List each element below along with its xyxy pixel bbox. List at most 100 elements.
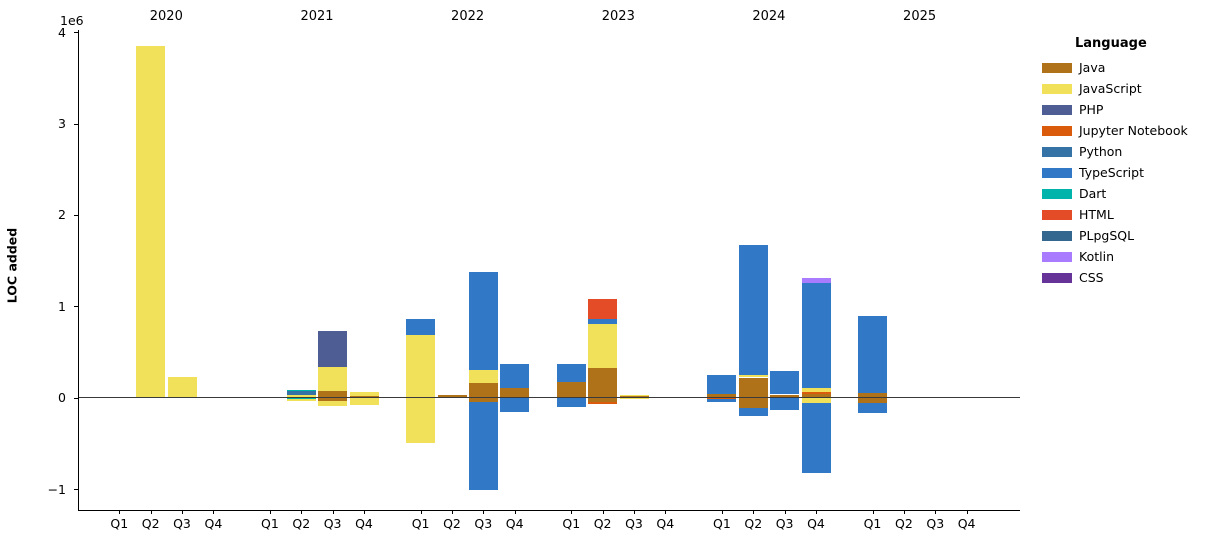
x-tick-label-quarter: Q3	[625, 516, 643, 531]
y-tick-mark	[74, 123, 78, 125]
legend-label: Kotlin	[1079, 249, 1114, 264]
bar-segment-typescript-negative	[770, 397, 800, 411]
y-tick-mark	[74, 306, 78, 308]
bar-segment-typescript-negative	[556, 397, 586, 407]
bar-segment-dart-negative	[286, 397, 316, 400]
bar-segment-java	[556, 382, 586, 398]
bar-segment-python	[286, 391, 316, 395]
year-label: 2020	[149, 9, 183, 24]
bar-segment-javascript-negative	[349, 398, 379, 406]
legend-label: HTML	[1079, 207, 1114, 222]
bar-segment-java	[619, 395, 649, 398]
legend-label: PHP	[1079, 102, 1104, 117]
legend-swatch-icon	[1042, 146, 1072, 157]
x-tick-mark	[872, 510, 874, 514]
y-tick-label: 3	[58, 116, 66, 131]
bar-segment-typescript-negative	[738, 407, 768, 416]
x-tick-label-quarter: Q2	[593, 516, 612, 531]
x-tick-mark	[269, 510, 271, 514]
year-label: 2021	[300, 9, 334, 24]
bar-segment-javascript	[406, 334, 436, 398]
y-axis-spine	[78, 30, 79, 510]
x-tick-mark	[634, 510, 635, 514]
bar-segment-javascript-negative	[801, 397, 831, 403]
bar-segment-javascript	[588, 323, 618, 368]
bar-segment-java	[770, 394, 800, 398]
bar-segment-java	[588, 367, 618, 398]
x-tick-mark	[119, 510, 121, 514]
bar-segment-typescript	[738, 245, 768, 375]
x-tick-label-quarter: Q1	[260, 516, 279, 531]
bar-segment-javascript	[619, 394, 649, 396]
x-tick-mark	[753, 510, 755, 514]
legend-label: Python	[1079, 144, 1123, 159]
bar-segment-java	[707, 393, 737, 398]
x-tick-label-quarter: Q1	[411, 516, 430, 531]
legend-swatch-icon	[1042, 125, 1072, 136]
x-tick-label-quarter: Q2	[141, 516, 160, 531]
legend-item-plpgsql: PLpgSQL	[1036, 225, 1206, 246]
bar-segment-dart	[286, 390, 316, 392]
bar-segment-typescript	[556, 363, 586, 383]
bar-segment-java-negative	[318, 397, 348, 402]
x-tick-mark	[966, 510, 968, 514]
bar-segment-javascript	[468, 370, 498, 384]
legend-item-kotlin: Kotlin	[1036, 246, 1206, 267]
bar-segment-html	[588, 299, 618, 320]
bar-segment-java-negative	[588, 397, 618, 403]
x-tick-label-quarter: Q1	[562, 516, 581, 531]
bar-segment-typescript	[500, 363, 530, 388]
y-tick-label: −1	[47, 481, 66, 497]
bar-segment-java	[801, 394, 831, 398]
legend-label: Java	[1079, 60, 1106, 75]
x-axis-spine	[78, 510, 1020, 511]
x-tick-label-quarter: Q4	[656, 516, 675, 531]
x-tick-mark	[665, 510, 667, 514]
x-tick-mark	[571, 510, 573, 514]
legend-item-javascript: JavaScript	[1036, 78, 1206, 99]
x-tick-mark	[935, 510, 937, 514]
bar-segment-php	[318, 331, 348, 367]
legend-label: PLpgSQL	[1079, 228, 1135, 243]
bar-segment-typescript	[858, 316, 887, 393]
bar-segment-javascript-negative	[619, 397, 649, 399]
bar-segment-jupyter-notebook-negative	[707, 397, 737, 400]
year-label: 2024	[752, 9, 786, 24]
bar-segment-typescript-negative	[801, 402, 831, 474]
bar-segment-javascript	[801, 388, 831, 393]
legend-item-jupyter-notebook: Jupyter Notebook	[1036, 120, 1206, 141]
bar-segment-java	[858, 392, 887, 398]
bar-segment-typescript-negative	[858, 403, 887, 414]
bar-segment-typescript	[707, 375, 737, 394]
x-tick-mark	[784, 510, 786, 514]
legend: Language Java JavaScript PHP Jupyter Notebo…	[1036, 36, 1206, 288]
x-tick-mark	[816, 510, 817, 514]
y-axis-title: LOC added	[4, 227, 20, 304]
bar-segment-java	[349, 396, 379, 398]
y-tick-mark	[74, 214, 78, 216]
x-tick-label-quarter: Q1	[712, 516, 731, 531]
x-tick-label-quarter: Q3	[926, 516, 945, 531]
bar-segment-javascript	[167, 376, 197, 398]
x-tick-mark	[903, 510, 905, 514]
bar-segment-javascript-negative	[406, 397, 436, 444]
legend-label: JavaScript	[1079, 81, 1142, 96]
bar-segment-typescript-negative	[500, 397, 530, 413]
bar-segment-java	[738, 377, 768, 398]
bar-segment-jupyter-notebook-negative	[588, 402, 618, 405]
bar-segment-javascript	[136, 45, 166, 398]
bar-segment-typescript	[406, 319, 436, 335]
x-tick-label-quarter: Q1	[863, 516, 882, 531]
x-tick-mark	[182, 510, 183, 514]
x-tick-label-quarter: Q3	[775, 516, 794, 531]
bar-segment-java	[500, 387, 530, 398]
x-tick-mark	[150, 510, 152, 514]
bar-segment-javascript-negative	[318, 401, 348, 406]
legend-swatch-icon	[1042, 83, 1072, 94]
x-tick-label-quarter: Q2	[292, 516, 311, 531]
x-tick-mark	[483, 510, 485, 514]
year-label: 2023	[601, 9, 635, 24]
legend-swatch-icon	[1042, 104, 1072, 115]
legend-title: Language	[1075, 36, 1147, 51]
x-tick-mark	[514, 510, 516, 514]
